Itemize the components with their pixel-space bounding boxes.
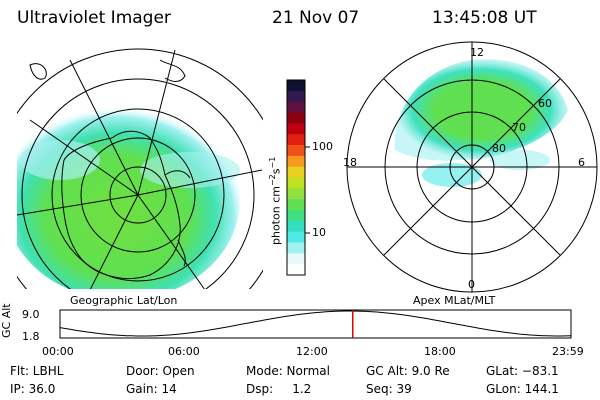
colorbar-cell (287, 188, 305, 200)
magnetic-polar-map (346, 41, 598, 293)
colorbar-cell (287, 166, 305, 178)
timeline-xtick-1800: 18:00 (424, 345, 456, 358)
colorbar (286, 79, 310, 276)
colorbar-tick-10: 10 (312, 226, 326, 239)
timeline-axis-label: GC Alt (0, 303, 13, 338)
mlt-label-18: 18 (343, 156, 357, 169)
aurora-emission-right (394, 59, 568, 161)
timeline-xtick-0600: 06:00 (168, 345, 200, 358)
right-panel-caption: Apex MLat/MLT (413, 294, 496, 307)
instrument-title: Ultraviolet Imager (17, 8, 171, 28)
colorbar-cell (287, 231, 305, 243)
glat-readout: GLat: −83.1 (486, 364, 559, 378)
mlat-label-70: 70 (512, 121, 526, 134)
timeline-ytick-max: 9.0 (22, 308, 40, 321)
colorbar-unit-label: photon cm−2s−1 (268, 156, 283, 245)
colorbar-cell (287, 112, 305, 124)
left-panel-caption: Geographic Lat/Lon (70, 294, 178, 307)
colorbar-cell (287, 90, 305, 103)
colorbar-cell (287, 253, 305, 265)
colorbar-cell (287, 123, 305, 135)
colorbar-cell (287, 199, 305, 211)
colorbar-cell (287, 177, 305, 189)
colorbar-cell (287, 264, 305, 276)
mlt-label-12: 12 (470, 46, 484, 59)
colorbar-tick-100: 100 (312, 140, 333, 153)
seq-readout: Seq: 39 (366, 382, 412, 396)
antarctica-coastline (61, 130, 181, 280)
colorbar-cell (287, 210, 305, 222)
mlt-label-0: 0 (468, 278, 475, 291)
colorbar-cell (287, 145, 305, 157)
ip-readout: IP: 36.0 (10, 382, 56, 396)
colorbar-cell (287, 134, 305, 146)
mlt-lines (347, 42, 597, 292)
latitude-circles (17, 48, 263, 289)
mode-readout: Mode: Normal (246, 364, 330, 378)
altitude-timeline (59, 309, 572, 339)
filter-readout: Flt: LBHL (10, 364, 64, 378)
longitude-lines (17, 49, 263, 289)
timeline-ytick-min: 1.8 (22, 330, 40, 343)
mlat-label-80: 80 (492, 142, 506, 155)
time-label: 13:45:08 UT (432, 8, 537, 28)
timeline-frame (59, 309, 572, 339)
gc-alt-readout: GC Alt: 9.0 Re (366, 364, 450, 378)
aurora-emission-left (17, 100, 240, 289)
colorbar-cell (287, 80, 305, 92)
colorbar-cell (287, 242, 305, 254)
timeline-xtick-1200: 12:00 (296, 345, 328, 358)
timeline-xtick-0000: 00:00 (42, 345, 74, 358)
glon-readout: GLon: 144.1 (486, 382, 559, 396)
date-label: 21 Nov 07 (272, 8, 360, 28)
mlat-label-60: 60 (538, 97, 552, 110)
mlt-label-6: 6 (578, 156, 585, 169)
geographic-map (17, 48, 263, 289)
colorbar-cell (287, 220, 305, 233)
altitude-curve (59, 310, 572, 337)
door-readout: Door: Open (126, 364, 195, 378)
colorbar-cell (287, 155, 305, 168)
gain-readout: Gain: 14 (126, 382, 177, 396)
colorbar-cell (287, 101, 305, 113)
dsp-readout: Dsp: 1.2 (246, 382, 312, 396)
timeline-xtick-2359: 23:59 (552, 345, 584, 358)
